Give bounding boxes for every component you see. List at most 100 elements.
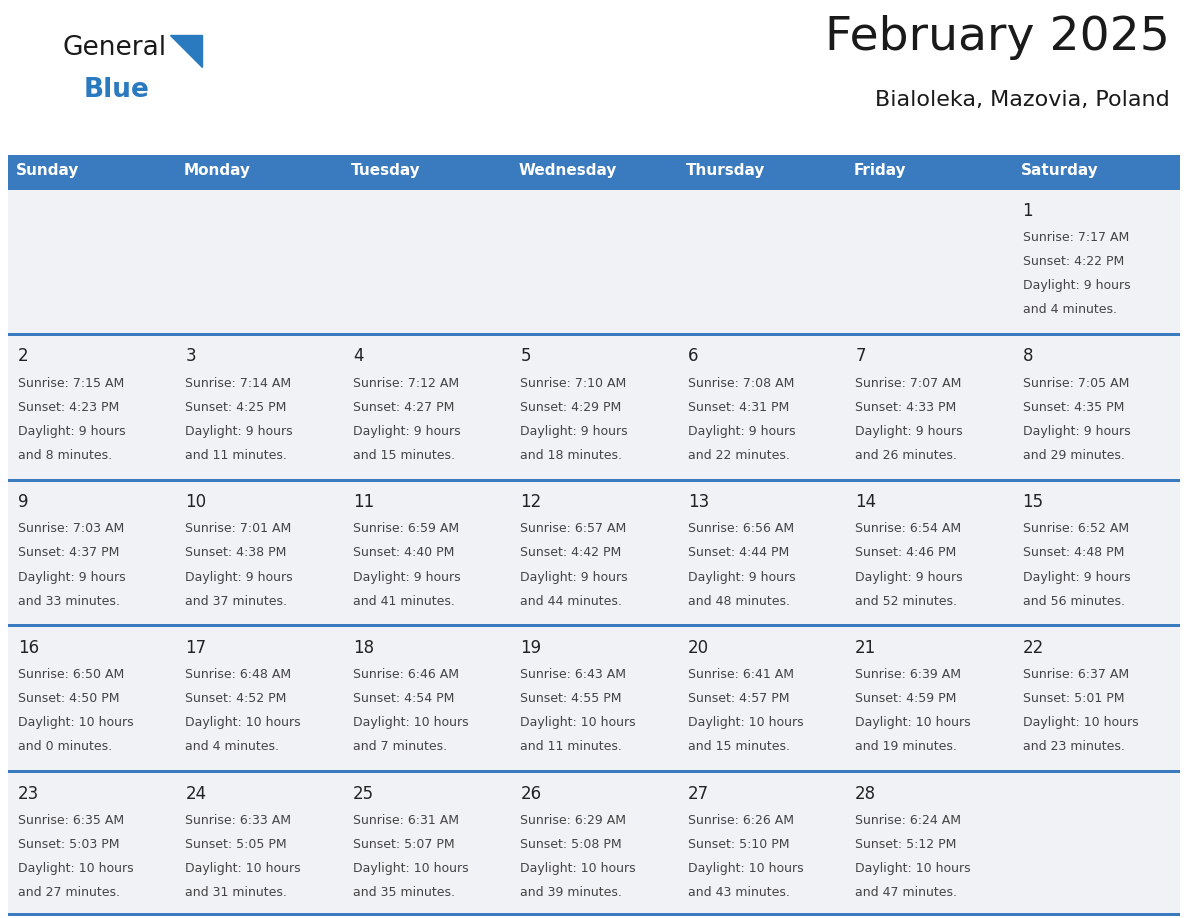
Bar [8, 333, 1180, 336]
Text: and 4 minutes.: and 4 minutes. [1023, 303, 1117, 316]
Text: Sunset: 4:35 PM: Sunset: 4:35 PM [1023, 400, 1124, 414]
Text: Sunrise: 7:15 AM: Sunrise: 7:15 AM [18, 376, 125, 389]
Text: February 2025: February 2025 [826, 15, 1170, 60]
Text: and 18 minutes.: and 18 minutes. [520, 449, 623, 462]
Text: Daylight: 10 hours: Daylight: 10 hours [688, 716, 803, 729]
Text: Saturday: Saturday [1020, 163, 1099, 178]
Text: Daylight: 9 hours: Daylight: 9 hours [18, 571, 126, 584]
Text: Sunset: 4:23 PM: Sunset: 4:23 PM [18, 400, 119, 414]
Text: Daylight: 9 hours: Daylight: 9 hours [520, 571, 628, 584]
Text: Sunrise: 6:59 AM: Sunrise: 6:59 AM [353, 522, 459, 535]
Bar [1012, 155, 1180, 187]
Text: and 48 minutes.: and 48 minutes. [688, 595, 790, 608]
Text: 27: 27 [688, 785, 709, 803]
Text: Sunrise: 7:14 AM: Sunrise: 7:14 AM [185, 376, 291, 389]
Text: and 11 minutes.: and 11 minutes. [185, 449, 287, 462]
Text: Daylight: 10 hours: Daylight: 10 hours [688, 862, 803, 875]
Text: and 27 minutes.: and 27 minutes. [18, 886, 120, 900]
Bar [8, 482, 1180, 624]
Text: Friday: Friday [853, 163, 906, 178]
Text: Sunset: 4:46 PM: Sunset: 4:46 PM [855, 546, 956, 559]
Text: Sunset: 5:10 PM: Sunset: 5:10 PM [688, 838, 789, 851]
Text: 22: 22 [1023, 639, 1044, 657]
Text: Daylight: 9 hours: Daylight: 9 hours [353, 571, 461, 584]
Text: and 33 minutes.: and 33 minutes. [18, 595, 120, 608]
Text: 12: 12 [520, 493, 542, 511]
Text: 4: 4 [353, 348, 364, 365]
Bar [8, 155, 176, 187]
Text: Sunset: 4:55 PM: Sunset: 4:55 PM [520, 692, 621, 705]
Text: Sunset: 4:27 PM: Sunset: 4:27 PM [353, 400, 454, 414]
Text: Daylight: 10 hours: Daylight: 10 hours [855, 716, 971, 729]
Bar [8, 627, 1180, 770]
Text: and 39 minutes.: and 39 minutes. [520, 886, 623, 900]
Text: Daylight: 9 hours: Daylight: 9 hours [1023, 571, 1130, 584]
Text: Sunrise: 7:10 AM: Sunrise: 7:10 AM [520, 376, 626, 389]
Text: Sunrise: 6:56 AM: Sunrise: 6:56 AM [688, 522, 794, 535]
Text: 15: 15 [1023, 493, 1044, 511]
Text: Sunset: 4:22 PM: Sunset: 4:22 PM [1023, 255, 1124, 268]
Text: Sunrise: 7:01 AM: Sunrise: 7:01 AM [185, 522, 292, 535]
Text: 8: 8 [1023, 348, 1034, 365]
Bar [8, 190, 1180, 333]
Text: Monday: Monday [184, 163, 251, 178]
Text: Sunrise: 6:52 AM: Sunrise: 6:52 AM [1023, 522, 1129, 535]
Text: and 4 minutes.: and 4 minutes. [185, 741, 279, 754]
Text: General: General [62, 35, 166, 61]
Text: Daylight: 10 hours: Daylight: 10 hours [18, 862, 134, 875]
Bar [8, 770, 1180, 773]
Text: Daylight: 10 hours: Daylight: 10 hours [185, 716, 301, 729]
Text: Sunrise: 6:29 AM: Sunrise: 6:29 AM [520, 814, 626, 827]
Text: Daylight: 9 hours: Daylight: 9 hours [855, 425, 962, 438]
Text: and 43 minutes.: and 43 minutes. [688, 886, 790, 900]
Text: 28: 28 [855, 785, 877, 803]
Text: 25: 25 [353, 785, 374, 803]
Text: 20: 20 [688, 639, 709, 657]
Text: and 41 minutes.: and 41 minutes. [353, 595, 455, 608]
Text: Sunrise: 6:57 AM: Sunrise: 6:57 AM [520, 522, 626, 535]
Text: 2: 2 [18, 348, 29, 365]
Text: Daylight: 9 hours: Daylight: 9 hours [688, 425, 796, 438]
Text: and 52 minutes.: and 52 minutes. [855, 595, 958, 608]
Text: Sunrise: 6:37 AM: Sunrise: 6:37 AM [1023, 668, 1129, 681]
Text: 21: 21 [855, 639, 877, 657]
Text: Daylight: 10 hours: Daylight: 10 hours [1023, 716, 1138, 729]
Text: Sunset: 5:08 PM: Sunset: 5:08 PM [520, 838, 623, 851]
Text: and 11 minutes.: and 11 minutes. [520, 741, 623, 754]
Text: and 8 minutes.: and 8 minutes. [18, 449, 112, 462]
Text: Wednesday: Wednesday [519, 163, 617, 178]
Bar [677, 155, 845, 187]
Text: Sunset: 4:52 PM: Sunset: 4:52 PM [185, 692, 286, 705]
Text: Blue: Blue [84, 77, 150, 103]
Text: Sunset: 4:37 PM: Sunset: 4:37 PM [18, 546, 120, 559]
Text: and 7 minutes.: and 7 minutes. [353, 741, 447, 754]
Text: and 35 minutes.: and 35 minutes. [353, 886, 455, 900]
Text: Sunrise: 6:35 AM: Sunrise: 6:35 AM [18, 814, 125, 827]
Text: Sunrise: 7:07 AM: Sunrise: 7:07 AM [855, 376, 961, 389]
Text: Sunrise: 6:33 AM: Sunrise: 6:33 AM [185, 814, 291, 827]
Text: Daylight: 9 hours: Daylight: 9 hours [1023, 279, 1130, 292]
Text: Daylight: 10 hours: Daylight: 10 hours [520, 862, 636, 875]
Text: Sunrise: 7:03 AM: Sunrise: 7:03 AM [18, 522, 125, 535]
Text: Sunset: 4:50 PM: Sunset: 4:50 PM [18, 692, 120, 705]
Text: Daylight: 9 hours: Daylight: 9 hours [185, 571, 293, 584]
Text: Daylight: 10 hours: Daylight: 10 hours [185, 862, 301, 875]
Text: Daylight: 9 hours: Daylight: 9 hours [18, 425, 126, 438]
Text: and 22 minutes.: and 22 minutes. [688, 449, 790, 462]
Text: 26: 26 [520, 785, 542, 803]
Text: 19: 19 [520, 639, 542, 657]
Text: 13: 13 [688, 493, 709, 511]
Text: Sunset: 4:48 PM: Sunset: 4:48 PM [1023, 546, 1124, 559]
Text: Daylight: 9 hours: Daylight: 9 hours [353, 425, 461, 438]
Text: Sunset: 4:31 PM: Sunset: 4:31 PM [688, 400, 789, 414]
Text: Thursday: Thursday [687, 163, 765, 178]
Text: 24: 24 [185, 785, 207, 803]
Bar [511, 155, 677, 187]
Text: Daylight: 10 hours: Daylight: 10 hours [855, 862, 971, 875]
Text: and 47 minutes.: and 47 minutes. [855, 886, 958, 900]
Text: Daylight: 9 hours: Daylight: 9 hours [688, 571, 796, 584]
Text: 10: 10 [185, 493, 207, 511]
Text: Sunset: 5:03 PM: Sunset: 5:03 PM [18, 838, 120, 851]
Text: 14: 14 [855, 493, 877, 511]
Bar [8, 478, 1180, 482]
